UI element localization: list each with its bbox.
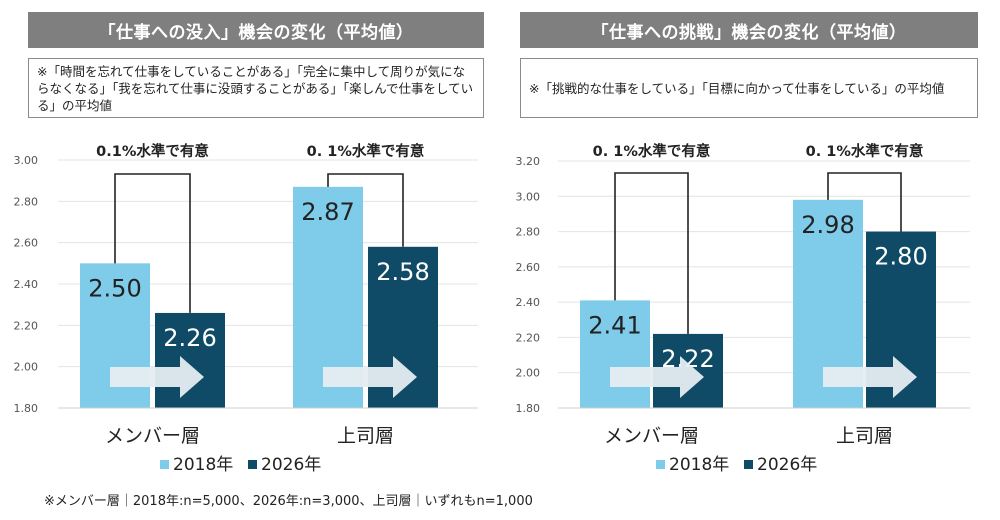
chart-1-y-tick-label: 2.20 — [14, 319, 39, 332]
chart-2-y-tick-label: 2.20 — [516, 331, 541, 344]
chart-1-category-label: メンバー層 — [105, 425, 200, 447]
chart-2-y-tick-label: 2.40 — [516, 296, 541, 309]
footnote: ※メンバー層｜2018年:n=5,000、2026年:n=3,000、上司層｜い… — [44, 494, 533, 509]
chart-1-legend-label-2018: 2018年 — [173, 455, 233, 475]
chart-2-y-tick-label: 3.00 — [516, 190, 541, 203]
chart-1-legend-swatch-2026 — [248, 460, 257, 469]
chart-2-y-tick-label: 3.20 — [516, 155, 541, 168]
chart-2-value-label-2026: 2.80 — [874, 243, 927, 271]
chart-2-y-tick-label: 1.80 — [516, 402, 541, 415]
chart-1-bar-2026 — [155, 312, 225, 408]
chart-1-legend-label-2026: 2026年 — [261, 455, 321, 475]
chart-1-y-tick-label: 2.60 — [14, 237, 39, 250]
chart-2-category-label: 上司層 — [836, 425, 893, 447]
chart-1-y-tick-label: 1.80 — [14, 402, 39, 415]
chart-2-category-label: メンバー層 — [604, 425, 699, 447]
chart-2-y-tick-label: 2.80 — [516, 226, 541, 239]
chart-1-value-label-2018: 2.87 — [301, 198, 354, 226]
chart-1-note: ※「時間を忘れて仕事をしていることがある」「完全に集中して周りが気にならなくなる… — [28, 58, 484, 118]
chart-1-legend-swatch-2018 — [160, 460, 169, 469]
chart-2-legend-swatch-2026 — [744, 460, 753, 469]
chart-2-title: 「仕事への挑戦」機会の変化（平均値） — [520, 12, 978, 48]
chart-2-bar-2018 — [580, 300, 650, 408]
chart-2-y-tick-label: 2.60 — [516, 261, 541, 274]
chart-1-significance-bracket — [327, 173, 404, 247]
chart-2-significance-label: 0. 1%水準で有意 — [806, 142, 924, 160]
chart-2-significance-label: 0. 1%水準で有意 — [593, 142, 711, 160]
chart-2-legend-swatch-2018 — [656, 460, 665, 469]
chart-2-note: ※「挑戦的な仕事をしている」「目標に向かって仕事をしている」の平均値 — [520, 58, 978, 118]
chart-1-title: 「仕事への没入」機会の変化（平均値） — [28, 12, 484, 48]
chart-2-trend-arrow-icon — [610, 356, 704, 398]
chart-1-significance-bracket — [114, 173, 191, 313]
chart-1-y-tick-label: 2.40 — [14, 278, 39, 291]
chart-2-significance-bracket — [827, 172, 902, 232]
chart-2-trend-arrow-icon — [823, 356, 917, 398]
chart-2-value-label-2018: 2.41 — [588, 311, 641, 339]
chart-1-y-tick-label: 3.00 — [14, 154, 39, 167]
chart-1-y-tick-label: 2.80 — [14, 195, 39, 208]
chart-1-trend-arrow-icon — [110, 356, 204, 398]
chart-1-y-tick-label: 2.00 — [14, 361, 39, 374]
chart-1-value-label-2018: 2.50 — [88, 274, 141, 302]
chart-1-value-label-2026: 2.26 — [163, 324, 216, 352]
chart-1-trend-arrow-icon — [323, 356, 417, 398]
chart-2-legend-label-2018: 2018年 — [669, 455, 729, 475]
chart-1-value-label-2026: 2.58 — [376, 258, 429, 286]
chart-2-value-label-2018: 2.98 — [801, 211, 854, 239]
chart-2-significance-bracket — [614, 172, 689, 334]
chart-1-significance-label: 0.1%水準で有意 — [96, 142, 209, 160]
chart-2-y-tick-label: 2.00 — [516, 367, 541, 380]
chart-1-significance-label: 0. 1%水準で有意 — [307, 142, 425, 160]
chart-1-category-label: 上司層 — [337, 425, 394, 447]
chart-2-note-text: ※「挑戦的な仕事をしている」「目標に向かって仕事をしている」の平均値 — [529, 80, 945, 96]
chart-2-legend-label-2026: 2026年 — [757, 455, 817, 475]
